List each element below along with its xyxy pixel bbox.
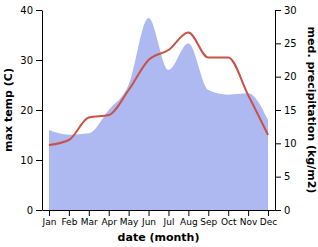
x-tick: Jul [163,210,175,227]
y2-tick-mark [275,110,281,111]
x-tick-label: Sep [200,217,217,227]
y2-tick: 30 [275,5,297,16]
y2-tick: 0 [275,205,290,216]
y2-tick: 15 [275,105,297,116]
x-tick-label: May [120,217,139,227]
y2-tick-label: 10 [284,138,297,149]
x-tick: Mar [81,210,98,227]
y2-tick: 5 [275,171,290,182]
x-tick: Aug [180,210,198,227]
y-tick-label: 20 [20,105,33,116]
x-tick-mark [208,210,209,216]
x-tick-mark [188,210,189,216]
temperature-line [49,33,268,146]
plot-area [49,18,268,210]
y-tick-label: 10 [20,155,33,166]
x-tick-mark [49,210,50,216]
x-tick-mark [228,210,229,216]
x-tick: Sep [200,210,217,227]
y2-tick-mark [275,77,281,78]
x-tick-label: Jun [141,217,156,227]
y-tick: 30 [20,55,42,66]
chart: Jan Feb MarAprMayJun Jul AugSep OctNovDec 0 10 2… [0,0,318,247]
y2-tick-mark [275,143,281,144]
y-axis: 0 10 20 30 40 [20,5,42,216]
y-tick-mark [36,10,42,11]
y-tick-mark [36,60,42,61]
x-tick-mark [268,210,269,216]
y2-axis: 0 5 10 15 20 25 30 [275,5,297,216]
x-tick-label: Jan [42,217,57,227]
y-tick-mark [36,210,42,211]
x-tick-mark [89,210,90,216]
y2-tick-mark [275,177,281,178]
y-tick-label: 40 [20,5,33,16]
y-tick: 40 [20,5,42,16]
y-tick: 10 [20,155,42,166]
y2-tick: 10 [275,138,297,149]
x-tick-label: Dec [260,217,277,227]
y-axis-title: max temp (C) [2,68,15,152]
y2-tick-label: 20 [284,71,297,82]
x-tick-label: Feb [61,217,77,227]
x-tick-mark [109,210,110,216]
y2-tick-mark [275,210,281,211]
axis-line [42,11,43,211]
y2-tick: 20 [275,71,297,82]
x-tick: Dec [260,210,277,227]
x-axis: Jan Feb MarAprMayJun Jul AugSep OctNovDec [42,210,278,227]
x-tick-label: Nov [240,217,258,227]
x-tick-mark [168,210,169,216]
x-tick-label: Apr [101,217,117,227]
x-tick-label: Mar [81,217,98,227]
y-tick-mark [36,160,42,161]
y-tick: 20 [20,105,42,116]
axis-line [43,210,276,211]
y2-tick-label: 15 [284,105,297,116]
y-tick: 0 [27,205,42,216]
x-tick-label: Oct [221,217,237,227]
x-axis-title: date (month) [118,231,200,244]
y2-tick-label: 25 [284,38,297,49]
x-tick: May [120,210,139,227]
x-tick-mark [149,210,150,216]
x-tick: Feb [61,210,77,227]
x-tick-mark [248,210,249,216]
y2-tick-mark [275,43,281,44]
x-tick: Jun [141,210,156,227]
y2-tick-label: 5 [284,171,290,182]
x-tick: Apr [101,210,117,227]
x-tick-mark [69,210,70,216]
x-tick-mark [129,210,130,216]
y2-axis-title: med. precipitation (kg/m2) [305,27,318,194]
precipitation-area [49,18,268,210]
y2-tick-label: 0 [284,205,290,216]
x-tick: Oct [221,210,237,227]
y-tick-label: 0 [27,205,33,216]
x-tick-label: Aug [180,217,198,227]
y2-tick-label: 30 [284,5,297,16]
x-tick: Nov [240,210,258,227]
y-tick-mark [36,110,42,111]
y-tick-label: 30 [20,55,33,66]
y2-tick-mark [275,10,281,11]
x-tick-label: Jul [163,217,175,227]
y2-tick: 25 [275,38,297,49]
x-tick: Jan [42,210,57,227]
